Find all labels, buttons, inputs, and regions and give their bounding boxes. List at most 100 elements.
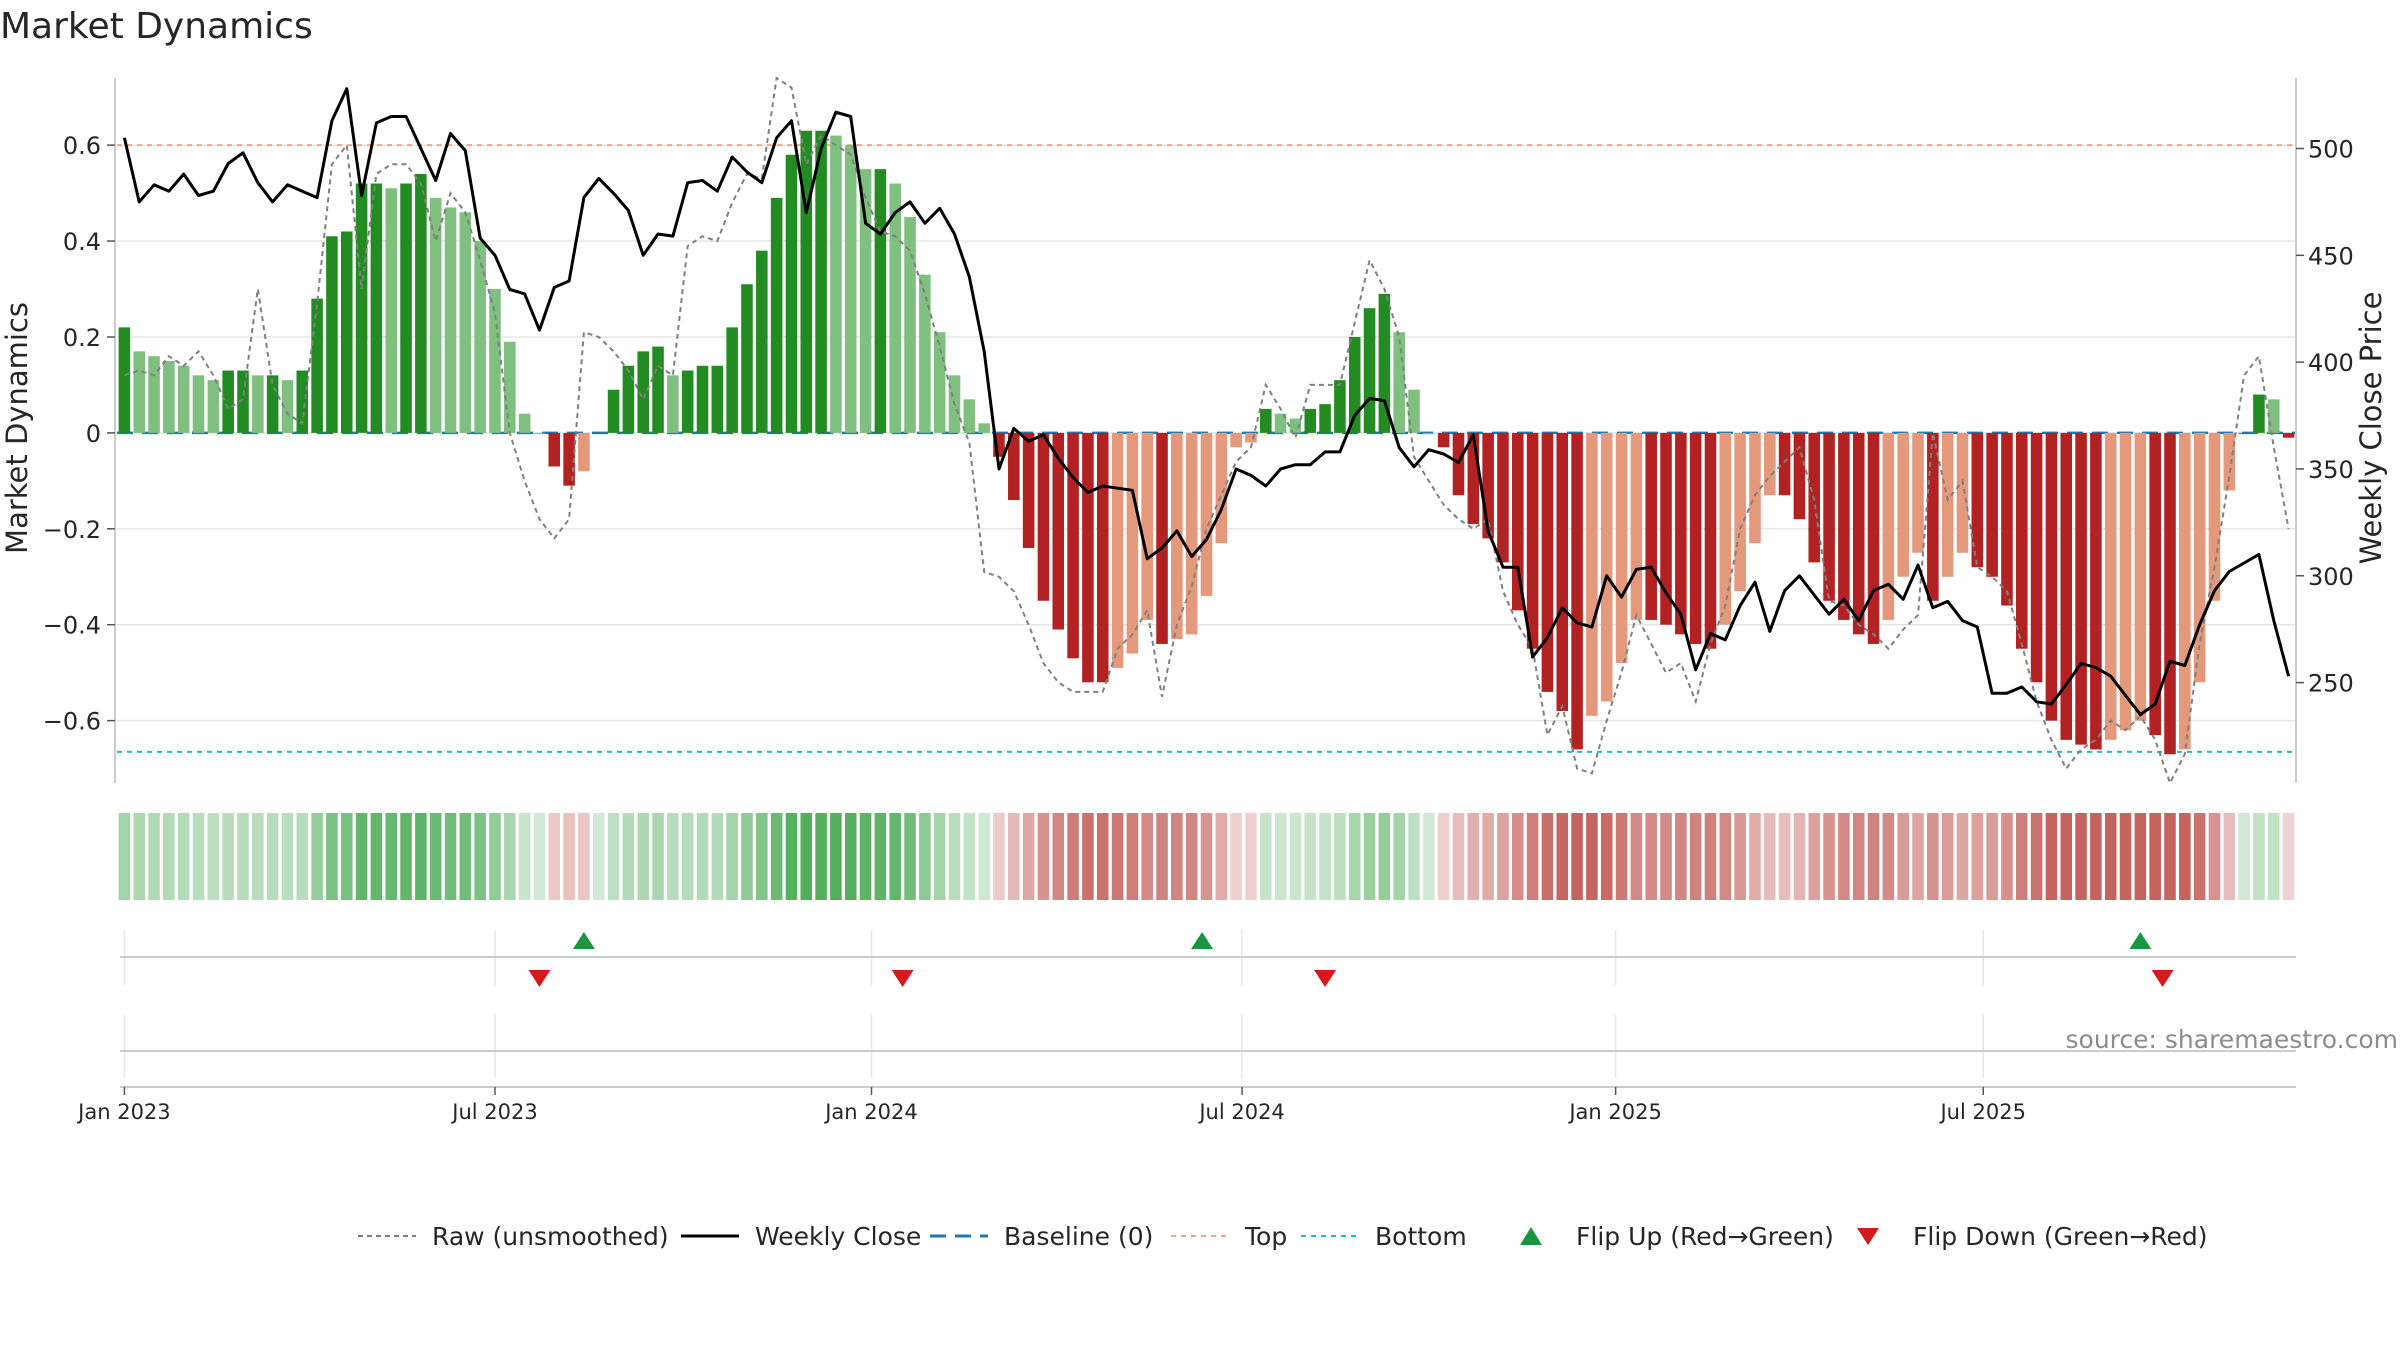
dynamics-bar xyxy=(741,284,753,433)
regime-cell xyxy=(2060,813,2073,900)
regime-cell xyxy=(1512,813,1524,900)
regime-cell xyxy=(1171,813,1183,900)
regime-cell xyxy=(1571,813,1583,900)
dynamics-bar xyxy=(429,197,442,433)
dynamics-bar xyxy=(2253,394,2265,433)
regime-cell xyxy=(548,813,561,900)
dynamics-bar xyxy=(311,298,323,433)
regime-cell xyxy=(1052,813,1065,900)
regime-cell xyxy=(756,813,768,900)
dynamics-bar xyxy=(1126,432,1139,654)
regime-cell xyxy=(1482,813,1494,900)
regime-cell xyxy=(1882,813,1895,900)
regime-cell xyxy=(1378,813,1391,900)
dynamics-bar xyxy=(785,154,798,433)
dynamics-bar xyxy=(1971,432,1984,568)
dynamics-bar xyxy=(1867,432,1880,644)
y-tick-label: 0.6 xyxy=(63,132,101,160)
regime-cell xyxy=(1245,813,1257,900)
regime-cell xyxy=(815,813,827,900)
regime-cell xyxy=(1185,813,1198,900)
dynamics-bar xyxy=(1156,432,1168,644)
regime-cell xyxy=(2208,813,2221,900)
dynamics-bar xyxy=(2238,432,2250,434)
regime-cell xyxy=(904,813,916,900)
dynamics-bar xyxy=(1423,432,1435,434)
regime-cell xyxy=(1260,813,1272,900)
regime-cell xyxy=(1037,813,1050,900)
dynamics-bar xyxy=(607,389,620,433)
regime-cell xyxy=(1838,813,1850,900)
dynamics-bar xyxy=(207,380,220,433)
bars-layer xyxy=(118,130,2295,755)
dynamics-bar xyxy=(281,380,294,433)
y-axis-label: Market Dynamics xyxy=(0,302,34,554)
dynamics-bar xyxy=(815,130,827,433)
dynamics-bar xyxy=(2119,432,2132,731)
dynamics-bar xyxy=(163,360,175,433)
dynamics-bar xyxy=(756,250,768,433)
regime-cell xyxy=(2119,813,2132,900)
y-tick-label: −0.4 xyxy=(43,612,101,640)
dynamics-bar xyxy=(1675,432,1687,635)
y-tick-label: −0.6 xyxy=(43,708,101,736)
grid-layer xyxy=(117,144,2296,1078)
dynamics-bar xyxy=(1289,418,1302,433)
legend-label: Flip Up (Red→Green) xyxy=(1576,1222,1834,1251)
flip-up-marker xyxy=(2129,932,2152,949)
regime-cell xyxy=(1719,813,1732,900)
dynamics-bar xyxy=(2104,432,2117,740)
y-tick-label: 0.4 xyxy=(63,228,101,256)
dynamics-bar xyxy=(1541,432,1554,692)
regime-cell xyxy=(1126,813,1139,900)
regime-cell xyxy=(933,813,946,900)
regime-cell xyxy=(207,813,220,900)
regime-cell xyxy=(504,813,516,900)
dynamics-bar xyxy=(1630,432,1643,620)
regime-cell xyxy=(266,813,279,900)
regime-cell xyxy=(474,813,486,900)
regime-cell xyxy=(1734,813,1746,900)
dynamics-bar xyxy=(1615,432,1628,664)
dynamics-bar xyxy=(1437,432,1450,448)
dynamics-bar xyxy=(696,365,709,433)
regime-cell xyxy=(518,813,531,900)
dynamics-bar xyxy=(1185,432,1198,635)
y2-tick-label: 450 xyxy=(2308,242,2354,270)
dynamics-bar xyxy=(1334,380,1346,433)
regime-cell xyxy=(459,813,472,900)
dynamics-bar xyxy=(1052,432,1065,630)
legend-label: Baseline (0) xyxy=(1004,1222,1153,1251)
dynamics-bar xyxy=(578,432,590,472)
dynamics-bar xyxy=(844,145,857,433)
dynamics-bar xyxy=(1082,432,1094,683)
dynamics-bar xyxy=(489,289,501,433)
x-tick-label: Jan 2024 xyxy=(823,1100,918,1124)
dynamics-bar xyxy=(1882,432,1895,620)
regime-cell xyxy=(2223,813,2236,900)
dynamics-bar xyxy=(933,332,946,433)
regime-cell xyxy=(444,813,457,900)
dynamics-bar xyxy=(1497,432,1509,563)
regime-cell xyxy=(1304,813,1317,900)
regime-cell xyxy=(533,813,546,900)
regime-cell xyxy=(859,813,872,900)
regime-cell xyxy=(1215,813,1228,900)
y-tick-label: −0.2 xyxy=(43,516,101,544)
dynamics-bar xyxy=(1067,432,1079,659)
regime-cell xyxy=(370,813,383,900)
regime-strip-layer xyxy=(118,813,2295,900)
regime-cell xyxy=(1897,813,1909,900)
regime-cell xyxy=(1852,813,1865,900)
dynamics-bar xyxy=(1171,432,1183,640)
regime-cell xyxy=(326,813,338,900)
regime-cell xyxy=(1289,813,1302,900)
regime-cell xyxy=(1423,813,1435,900)
dynamics-bar xyxy=(1512,432,1524,611)
dynamics-bar xyxy=(1660,432,1672,625)
legend-label: Raw (unsmoothed) xyxy=(432,1222,669,1251)
regime-cell xyxy=(2193,813,2206,900)
regime-cell xyxy=(1763,813,1776,900)
dynamics-bar xyxy=(1586,432,1598,716)
x-tick-label: Jan 2025 xyxy=(1567,1100,1662,1124)
